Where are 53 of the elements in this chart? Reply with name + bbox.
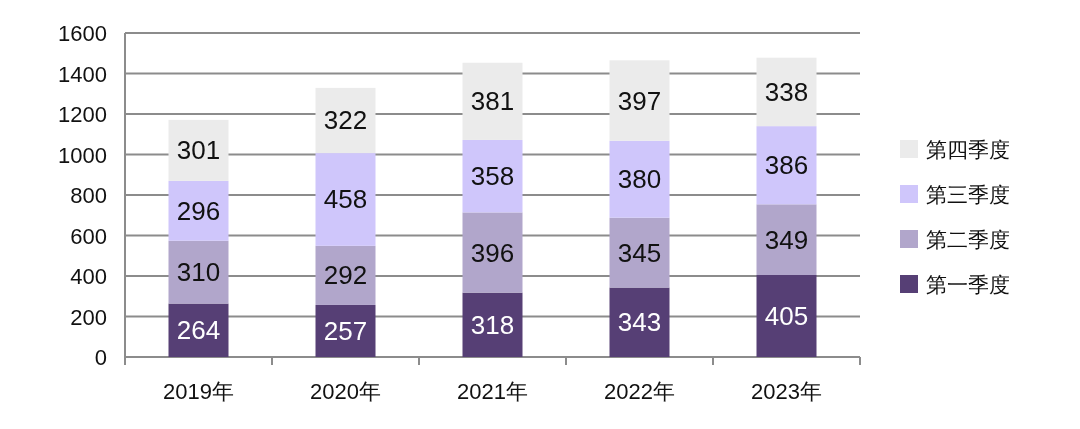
data-label: 386 <box>764 150 809 181</box>
bar <box>168 240 229 304</box>
y-tick-label: 1600 <box>58 21 107 46</box>
bar <box>609 60 670 141</box>
data-label: 322 <box>323 105 368 136</box>
data-label: 405 <box>764 300 809 331</box>
data-label: 296 <box>176 195 221 226</box>
bar <box>609 217 670 288</box>
bar <box>609 287 670 357</box>
bar <box>756 204 817 275</box>
data-label: 292 <box>323 260 368 291</box>
data-label: 343 <box>617 307 662 338</box>
y-tick-label: 1000 <box>58 142 107 168</box>
bar <box>609 140 670 218</box>
data-label: 381 <box>470 86 515 117</box>
x-tick-label: 2021年 <box>457 379 528 404</box>
bar <box>168 119 229 181</box>
data-label: 301 <box>176 135 221 166</box>
data-label: 397 <box>617 85 662 116</box>
bar <box>315 87 376 154</box>
x-tick-label: 2020年 <box>310 379 381 404</box>
legend-label: 第四季度 <box>926 138 1010 161</box>
data-label: 396 <box>470 237 515 268</box>
data-label: 310 <box>176 257 221 288</box>
bar <box>756 126 817 205</box>
bar <box>315 153 376 246</box>
y-tick-label: 600 <box>70 223 107 249</box>
y-tick-label: 200 <box>70 304 107 330</box>
data-label: 257 <box>323 315 368 346</box>
data-label: 264 <box>176 315 221 346</box>
bar <box>462 139 523 213</box>
x-tick-label: 2019年 <box>163 379 234 404</box>
legend-label: 第一季度 <box>926 273 1010 296</box>
y-tick-label: 800 <box>70 183 107 208</box>
x-tick-label: 2023年 <box>751 379 822 404</box>
y-tick-label: 1400 <box>58 61 107 87</box>
bar <box>462 62 523 140</box>
data-label: 358 <box>470 161 515 192</box>
data-label: 349 <box>764 224 809 255</box>
legend-label: 第三季度 <box>926 183 1010 206</box>
legend-label: 第二季度 <box>926 228 1010 251</box>
data-label: 380 <box>617 164 662 195</box>
y-tick-label: 0 <box>94 345 107 370</box>
bar <box>315 304 376 357</box>
data-label: 345 <box>617 237 662 268</box>
bar <box>462 212 523 293</box>
y-tick-label: 400 <box>70 264 107 289</box>
data-label: 338 <box>764 76 809 107</box>
x-tick-label: 2022年 <box>604 379 675 404</box>
bar <box>756 274 817 357</box>
data-label: 458 <box>323 184 368 215</box>
y-tick-label: 1200 <box>58 102 107 127</box>
data-label: 318 <box>470 309 515 340</box>
